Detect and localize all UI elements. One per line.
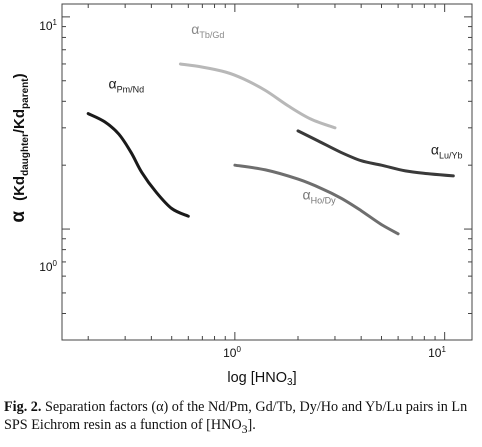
x-tick-label: 101: [428, 345, 446, 360]
series-label: αPm/Nd: [109, 75, 145, 94]
series-line-pm-nd: [86, 112, 190, 218]
caption-end: ].: [247, 417, 256, 433]
series-line-lu-yb: [296, 129, 455, 178]
caption-subscript: 3: [241, 421, 248, 436]
series-label: αHo/Dy: [303, 186, 337, 205]
y-tick-label: 100: [39, 259, 57, 274]
series-label: αLu/Yb: [431, 141, 463, 160]
y-axis-label: α(Kddaughter/Kdparent): [8, 73, 31, 222]
x-tick-label: 100: [223, 345, 241, 360]
x-axis-label: log [HNO3]: [227, 370, 296, 388]
series-label: αTb/Gd: [191, 21, 224, 40]
series-line-ho-dy: [233, 163, 400, 236]
chart: αPm/Nd αTb/Gd αLu/Yb αHo/Dy 100 101 100 101…: [8, 3, 473, 388]
y-tick-label: 101: [39, 18, 57, 33]
series-line-tb-gd: [178, 62, 337, 130]
figure-caption: Fig. 2. Separation factors (α) of the Nd…: [4, 398, 478, 438]
figure-number: Fig. 2.: [4, 399, 42, 415]
caption-text: Separation factors (α) of the Nd/Pm, Gd/…: [4, 399, 468, 433]
